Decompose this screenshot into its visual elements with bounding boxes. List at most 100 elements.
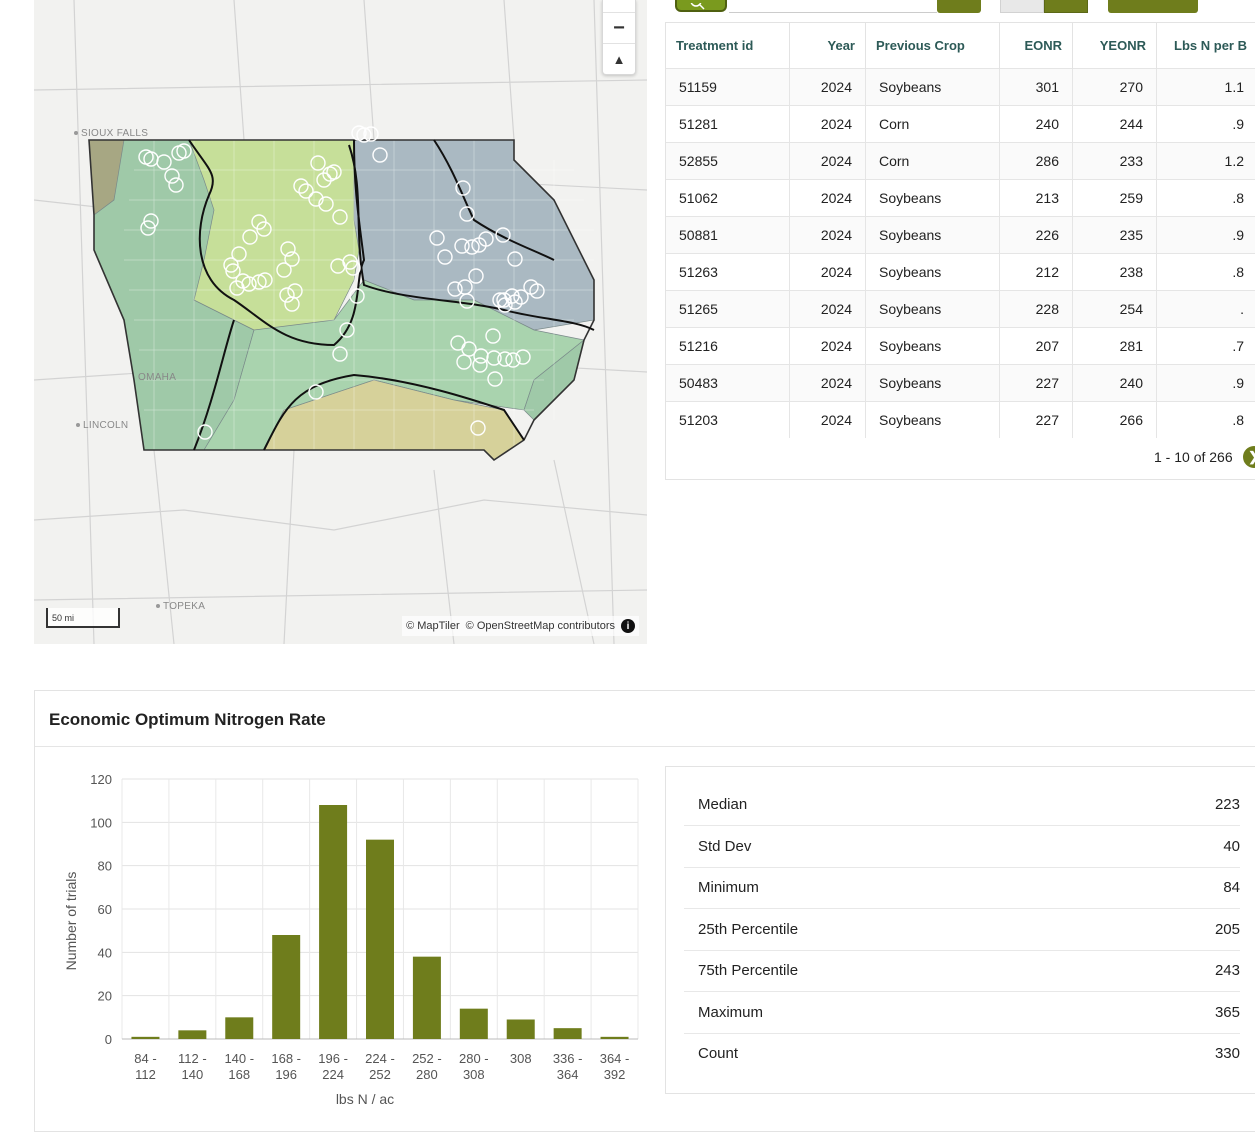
map-canvas[interactable] <box>34 0 647 644</box>
cell-yeonr: 281 <box>1073 328 1157 365</box>
search-input[interactable] <box>729 12 937 13</box>
x-tick-label: 336 - <box>553 1051 583 1066</box>
download-button[interactable] <box>1108 0 1198 13</box>
info-icon[interactable]: i <box>621 619 635 633</box>
bar <box>460 1009 488 1039</box>
bar <box>272 935 300 1039</box>
cell-treatment-id: 51265 <box>666 291 790 328</box>
cell-year: 2024 <box>790 254 866 291</box>
cell-lbs-n-per-bu: 1.1 <box>1157 69 1255 106</box>
cell-lbs-n-per-bu: 1.2 <box>1157 143 1255 180</box>
stat-label: Std Dev <box>684 838 751 855</box>
cell-treatment-id: 51263 <box>666 254 790 291</box>
y-tick-label: 20 <box>98 989 112 1004</box>
cell-previous-crop: Soybeans <box>866 291 1000 328</box>
cell-lbs-n-per-bu: .8 <box>1157 254 1255 291</box>
cell-previous-crop: Soybeans <box>866 69 1000 106</box>
zoom-in-button[interactable] <box>603 0 635 12</box>
x-tick-label: 392 <box>604 1067 626 1082</box>
zoom-out-button[interactable]: − <box>603 12 635 43</box>
column-header-yeonr[interactable]: YEONR <box>1073 23 1157 69</box>
bar <box>554 1028 582 1039</box>
cell-eonr: 212 <box>1000 254 1073 291</box>
compass-button[interactable]: ▲ <box>603 43 635 74</box>
city-label: TOPEKA <box>156 601 205 612</box>
search-submit-button[interactable] <box>937 0 981 13</box>
x-tick-label: 196 <box>275 1067 297 1082</box>
x-tick-label: 280 <box>416 1067 438 1082</box>
cell-treatment-id: 50483 <box>666 365 790 402</box>
cell-previous-crop: Soybeans <box>866 328 1000 365</box>
cell-treatment-id: 52855 <box>666 143 790 180</box>
list-view-button[interactable] <box>1000 0 1044 13</box>
cell-eonr: 301 <box>1000 69 1073 106</box>
y-tick-label: 60 <box>98 902 112 917</box>
cell-year: 2024 <box>790 365 866 402</box>
cell-eonr: 286 <box>1000 143 1073 180</box>
x-axis-label: lbs N / ac <box>336 1091 394 1107</box>
stat-label: Count <box>684 1045 738 1062</box>
column-header-treatment-id[interactable]: Treatment id <box>666 23 790 69</box>
treatments-table: Treatment id Year Previous Crop EONR YEO… <box>666 23 1255 438</box>
y-tick-label: 120 <box>90 772 112 787</box>
bar <box>178 1030 206 1039</box>
attribution-osm[interactable]: © OpenStreetMap contributors <box>466 620 615 632</box>
chevron-right-icon[interactable]: ❯ <box>1243 446 1255 468</box>
x-tick-label: 308 <box>463 1067 485 1082</box>
bar <box>319 805 347 1039</box>
search-button[interactable] <box>675 0 727 12</box>
attribution-maptiler[interactable]: © MapTiler <box>406 620 460 632</box>
cell-previous-crop: Soybeans <box>866 254 1000 291</box>
stat-value: 40 <box>1223 838 1240 855</box>
cell-lbs-n-per-bu: .8 <box>1157 180 1255 217</box>
x-tick-label: 252 - <box>412 1051 442 1066</box>
cell-eonr: 226 <box>1000 217 1073 254</box>
chart-view-button[interactable] <box>1044 0 1088 13</box>
cell-yeonr: 233 <box>1073 143 1157 180</box>
x-tick-label: 252 <box>369 1067 391 1082</box>
bar <box>507 1020 535 1040</box>
column-header-year[interactable]: Year <box>790 23 866 69</box>
map-view[interactable]: SIOUX FALLS OMAHA LINCOLN TOPEKA − ▲ 50 … <box>34 0 647 644</box>
y-tick-label: 0 <box>105 1032 112 1047</box>
cell-treatment-id: 51062 <box>666 180 790 217</box>
stat-value: 205 <box>1215 921 1240 938</box>
cell-previous-crop: Corn <box>866 143 1000 180</box>
table-header-row: Treatment id Year Previous Crop EONR YEO… <box>666 23 1255 69</box>
column-header-eonr[interactable]: EONR <box>1000 23 1073 69</box>
x-tick-label: 196 - <box>318 1051 348 1066</box>
cell-eonr: 228 <box>1000 291 1073 328</box>
cell-yeonr: 235 <box>1073 217 1157 254</box>
map-zoom-controls[interactable]: − ▲ <box>602 0 636 75</box>
x-tick-label: 168 - <box>271 1051 301 1066</box>
bar <box>225 1017 253 1039</box>
cell-eonr: 227 <box>1000 365 1073 402</box>
cell-yeonr: 238 <box>1073 254 1157 291</box>
column-header-previous-crop[interactable]: Previous Crop <box>866 23 1000 69</box>
cell-yeonr: 244 <box>1073 106 1157 143</box>
cell-year: 2024 <box>790 291 866 328</box>
cell-lbs-n-per-bu: .9 <box>1157 217 1255 254</box>
column-header-lbs-n-per-bu[interactable]: Lbs N per B <box>1157 23 1255 69</box>
x-tick-label: 364 - <box>600 1051 630 1066</box>
cell-eonr: 240 <box>1000 106 1073 143</box>
cell-year: 2024 <box>790 402 866 439</box>
stat-value: 84 <box>1223 879 1240 896</box>
cell-eonr: 213 <box>1000 180 1073 217</box>
bar <box>131 1037 159 1039</box>
